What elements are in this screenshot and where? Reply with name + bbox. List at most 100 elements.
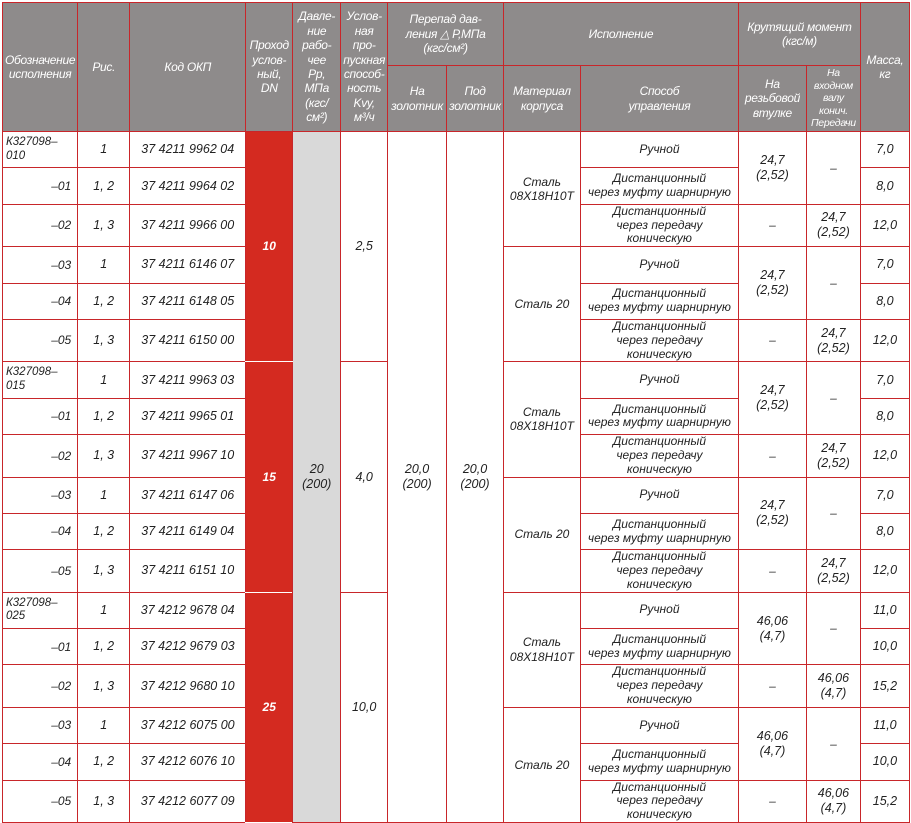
mass-cell: 7,0 [859, 476, 910, 514]
control-method-cell: Ручной [579, 706, 739, 745]
header-designation: Обозначение исполнения [1, 2, 79, 132]
pressure-cell: 20 (200) [292, 130, 342, 823]
designation-cell: –05 [1, 318, 79, 363]
okp-code-cell: 37 4212 6077 09 [129, 779, 247, 823]
designation-cell: –03 [1, 706, 79, 745]
header-execution: Исполнение [502, 2, 739, 66]
material-cell: Сталь 20 [502, 706, 581, 823]
mass-cell: 12,0 [859, 549, 910, 593]
okp-code-cell: 37 4211 9962 04 [129, 130, 247, 169]
designation-cell: –03 [1, 476, 79, 514]
figure-cell: 1, 3 [77, 434, 131, 478]
mass-cell: 12,0 [859, 203, 910, 248]
kv-cell: 10,0 [340, 591, 389, 823]
torque-thread-cell: 24,7 (2,52) [737, 361, 807, 436]
control-method-cell: Дистанционный через муфту шарнирную [579, 167, 739, 205]
torque-thread-cell: – [737, 434, 807, 478]
header-torque: Крутящий момент (кгс/м) [737, 2, 861, 66]
torque-thread-cell: 24,7 (2,52) [737, 246, 807, 320]
kv-cell: 4,0 [340, 361, 389, 593]
mass-cell: 7,0 [859, 130, 910, 169]
torque-input-cell: 24,7 (2,52) [805, 549, 861, 593]
figure-cell: 1, 3 [77, 203, 131, 248]
material-cell: Сталь 08Х18Н10Т [502, 591, 581, 708]
table-row: К327098–010 1 37 4211 9962 04 10 20 (200) 2,5… [1, 130, 910, 823]
designation-cell: –01 [1, 397, 79, 436]
table-row: –03 1 37 4211 6146 07 Сталь 20 Ручной 24,7 (2… [1, 246, 910, 363]
header-mass: Масса, кг [859, 2, 910, 132]
designation-cell: –04 [1, 282, 79, 320]
designation-cell: –04 [1, 512, 79, 551]
control-method-cell: Дистанционный через передачу коническую [579, 203, 739, 248]
designation-cell: К327098–025 [1, 591, 79, 630]
torque-input-cell: 46,06 (4,7) [805, 779, 861, 823]
table-row: –05 1, 3 37 4211 6150 00 Дистанционный чере… [1, 318, 910, 363]
dn-cell: 25 [245, 591, 294, 823]
table-row: –02 1, 3 37 4212 9680 10 Дистанционный чере… [1, 664, 910, 708]
okp-code-cell: 37 4211 9966 00 [129, 203, 247, 248]
table-row: К327098–015 1 37 4211 9963 03 15 4,0 Сталь 08… [1, 361, 910, 593]
header-kv: Услов- ная про- пускная способ- ность Kv… [340, 2, 389, 132]
header-dp-on: На золотник [387, 65, 448, 132]
torque-input-cell: 24,7 (2,52) [805, 434, 861, 478]
control-method-cell: Дистанционный через передачу коническую [579, 318, 739, 363]
control-method-cell: Дистанционный через муфту шарнирную [579, 512, 739, 551]
table-row: –03 1 37 4211 6147 06 Сталь 20 Ручной 24,7 (2… [1, 476, 910, 593]
torque-thread-cell: – [737, 318, 807, 363]
mass-cell: 8,0 [859, 397, 910, 436]
figure-cell: 1 [77, 591, 131, 630]
header-control: Способ управления [579, 65, 739, 132]
okp-code-cell: 37 4211 6147 06 [129, 476, 247, 514]
figure-cell: 1 [77, 246, 131, 284]
figure-cell: 1, 2 [77, 743, 131, 781]
torque-input-cell: – [805, 246, 861, 320]
designation-cell: –02 [1, 434, 79, 478]
okp-code-cell: 37 4212 6075 00 [129, 706, 247, 745]
torque-thread-cell: 24,7 (2,52) [737, 131, 807, 205]
designation-cell: –01 [1, 167, 79, 205]
control-method-cell: Ручной [579, 476, 739, 514]
figure-cell: 1 [77, 476, 131, 514]
figure-cell: 1 [77, 130, 131, 169]
header-pressure-drop: Перепад дав- ления △ Р,МПа (кгс/см²) [387, 2, 504, 66]
figure-cell: 1, 2 [77, 282, 131, 320]
designation-cell: –01 [1, 628, 79, 666]
dp-under-cell: 20,0 (200) [446, 130, 504, 823]
mass-cell: 7,0 [859, 361, 910, 399]
table-row: К327098–025 1 37 4212 9678 04 25 10,0 Сталь 0… [1, 591, 910, 823]
control-method-cell: Ручной [579, 591, 739, 630]
torque-input-cell: – [805, 706, 861, 781]
figure-cell: 1, 2 [77, 167, 131, 205]
mass-cell: 10,0 [859, 628, 910, 666]
okp-code-cell: 37 4211 6146 07 [129, 246, 247, 284]
okp-code-cell: 37 4212 9680 10 [129, 664, 247, 708]
torque-input-cell: – [805, 476, 861, 551]
figure-cell: 1, 2 [77, 512, 131, 551]
designation-cell: –03 [1, 246, 79, 284]
header-material: Материал корпуса [502, 65, 581, 132]
mass-cell: 15,2 [859, 664, 910, 708]
mass-cell: 12,0 [859, 318, 910, 363]
designation-cell: К327098–015 [1, 361, 79, 399]
control-method-cell: Дистанционный через муфту шарнирную [579, 628, 739, 666]
kv-cell: 2,5 [340, 130, 389, 363]
figure-cell: 1 [77, 706, 131, 745]
torque-input-cell: – [805, 591, 861, 666]
designation-cell: –02 [1, 203, 79, 248]
header-ris: Рис. [77, 2, 131, 132]
mass-cell: 11,0 [859, 706, 910, 745]
header-pressure: Давле- ние рабо- чее Pp, МПа (кгс/см²) [292, 2, 342, 132]
figure-cell: 1, 3 [77, 664, 131, 708]
table-body: К327098–010 1 37 4211 9962 04 10 20 (200) 2,5… [1, 130, 910, 823]
table-row: –02 1, 3 37 4211 9966 00 Дистанционный чере… [1, 203, 910, 248]
control-method-cell: Дистанционный через передачу коническую [579, 664, 739, 708]
okp-code-cell: 37 4211 9965 01 [129, 397, 247, 436]
mass-cell: 7,0 [859, 246, 910, 284]
torque-thread-cell: – [737, 549, 807, 593]
designation-cell: –05 [1, 549, 79, 593]
okp-code-cell: 37 4211 6148 05 [129, 282, 247, 320]
material-cell: Сталь 08Х18Н10Т [502, 361, 581, 478]
table-row: –05 1, 3 37 4211 6151 10 Дистанционный чере… [1, 549, 910, 593]
mass-cell: 8,0 [859, 167, 910, 205]
material-cell: Сталь 20 [502, 246, 581, 363]
